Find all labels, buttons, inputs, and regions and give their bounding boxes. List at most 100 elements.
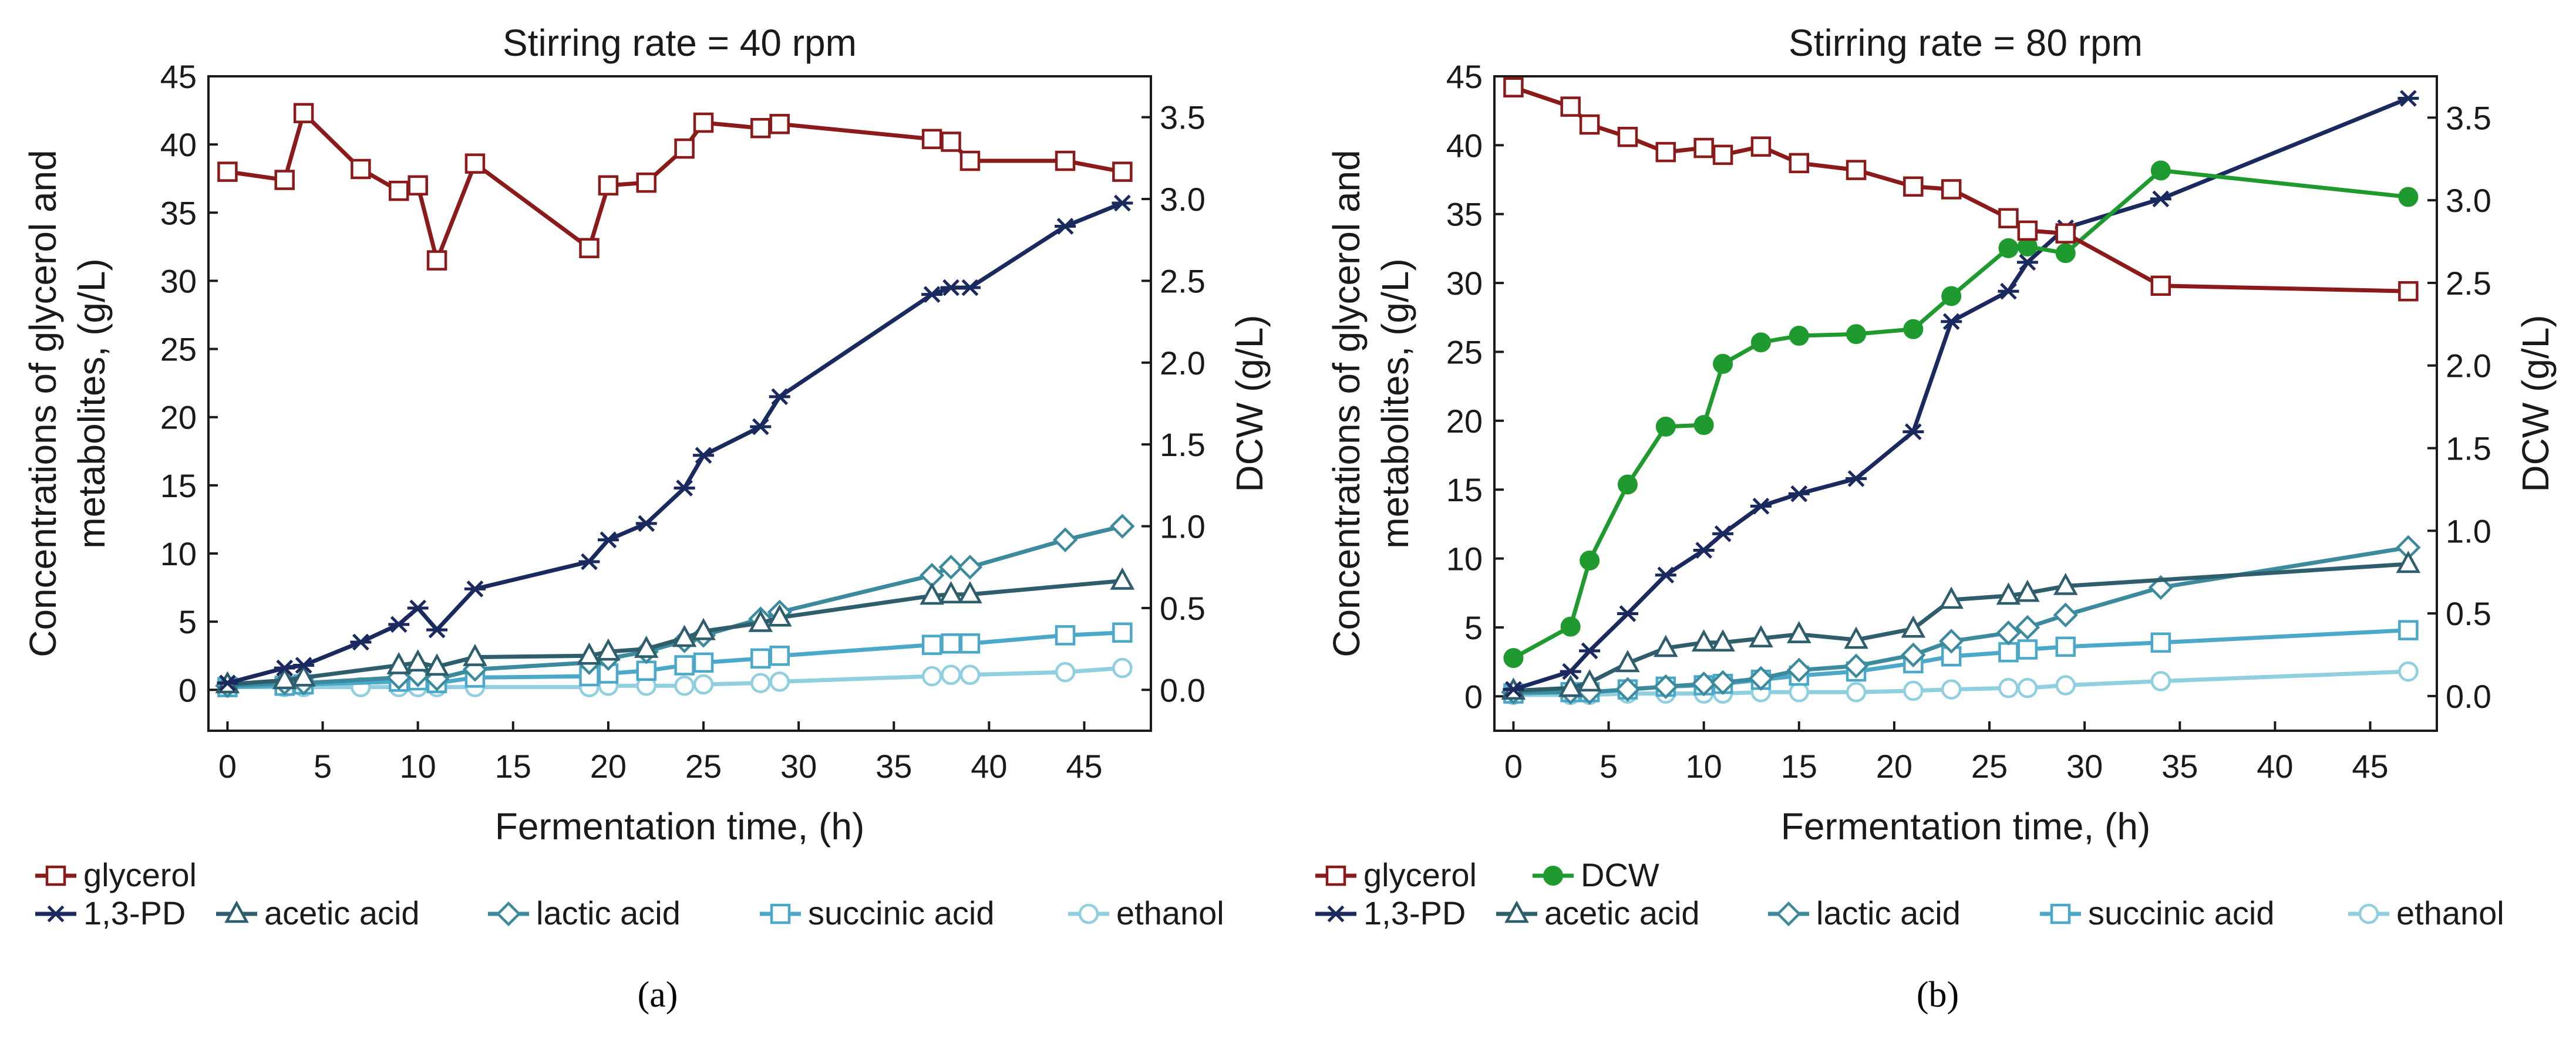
panel-a-x-tick-label: 0 <box>218 748 237 785</box>
panel-b-y-tick-label: 25 <box>1446 333 1483 370</box>
panel-a-legend-glycerol-label: glycerol <box>83 856 197 893</box>
panel-b-x-tick-label: 15 <box>1781 748 1817 785</box>
panel-b-series-glycerol-point <box>1789 153 1810 174</box>
panel-b-series-ethanol-point <box>1998 677 2019 698</box>
panel-b-x-tick-label: 30 <box>2066 748 2103 785</box>
panel-b-series-glycerol-point <box>1750 136 1772 157</box>
panel-b-series-glycerol-point <box>1846 160 1867 180</box>
panel-a-y-tick-label: 10 <box>160 535 197 572</box>
panel-a-series-ethanol-point <box>1112 657 1133 679</box>
panel-a-series-ethanol-point <box>693 674 714 695</box>
panel-a-series-acetic-acid-point <box>386 652 412 674</box>
panel-b-series-1-3-pd-point <box>1503 681 1524 698</box>
panel-a-series-succinic-acid-point <box>959 633 981 654</box>
panel-b-legend-ethanol-label: ethanol <box>2396 895 2504 931</box>
panel-a-series-ethanol-point <box>769 671 790 692</box>
panel-a-series-acetic-acid-point <box>691 617 716 640</box>
panel-a-series-ethanol-point <box>1055 661 1076 683</box>
panel-b-series-ethanol-point <box>1846 682 1867 703</box>
panel-b-series-1-3-pd-point <box>1750 498 1772 515</box>
panel-a-series-1-3-pd-point <box>1112 194 1133 212</box>
panel-b-series-ethanol-point <box>1941 679 1962 700</box>
panel-a-x-tick-label: 20 <box>590 748 627 785</box>
panel-b-series-lactic-acid-point <box>1996 620 2021 646</box>
panel-a-series-1-3-pd <box>217 194 1133 692</box>
panel-a-series-glycerol-point <box>750 118 771 139</box>
panel-b-legend-lactic-acid: lactic acid <box>1768 895 1961 931</box>
panel-a-series-glycerol-point <box>426 250 447 271</box>
panel-b-y-axis-label-line-2: metabolites, (g/L) <box>1374 258 1416 548</box>
panel-a-x-tick-label: 30 <box>780 748 817 785</box>
panel-a-series-1-3-pd-point <box>769 388 790 406</box>
panel-a-legend-succinic-acid-label: succinic acid <box>808 895 994 931</box>
panel-b-y-tick-label: 10 <box>1446 541 1483 578</box>
panel-a-y2-tick-label: 3.5 <box>1160 99 1205 136</box>
panel-a-series-succinic-acid-point <box>1112 622 1133 643</box>
panel-b-series-dcw-point <box>1617 474 1638 495</box>
panel-b-y-tick-label: 15 <box>1446 471 1483 508</box>
panel-b-series-dcw-point <box>1503 648 1524 669</box>
panel-a-series-1-3-pd-point <box>274 659 295 677</box>
panel-b-series-lactic-acid-point <box>1710 670 1736 696</box>
panel-a-y-tick-label: 25 <box>160 331 197 368</box>
panel-b-series-1-3-pd-point <box>1693 542 1715 559</box>
panel-b-series-dcw-point <box>1846 324 1867 345</box>
panel-b-series-1-3-pd-point <box>1712 525 1734 542</box>
panel-b-series-acetic-acid-point <box>1749 625 1773 647</box>
panel-a-series-glycerol-point <box>598 175 619 196</box>
panel-b-y2-tick-label: 3.5 <box>2446 99 2491 136</box>
panel-a-series-glycerol-point <box>941 131 961 152</box>
panel-a-series-succinic-acid-point <box>636 660 657 681</box>
panel-a-series-succinic-acid-point <box>1055 625 1076 646</box>
panel-a-legend-1-3-pd-swatch-marker <box>45 905 66 923</box>
panel-b-series-dcw-point <box>1713 353 1733 374</box>
panel-b-x-axis-label: Fermentation time, (h) <box>1781 805 2151 848</box>
panel-a-x-tick-label: 10 <box>400 748 436 785</box>
panel-a-y-tick-label: 20 <box>160 399 197 436</box>
panel-a-y2-tick-label: 2.5 <box>1160 262 1205 299</box>
panel-b-series-dcw-point <box>2055 243 2076 264</box>
panel-b-series-acetic-acid-point <box>1939 586 1964 609</box>
panel-a-series-acetic-acid-point <box>577 642 602 665</box>
panel-b-plot-frame <box>1493 75 2438 732</box>
panel-b-series-dcw-point <box>1941 286 1962 306</box>
panel-b-x-tick-label: 40 <box>2257 748 2293 785</box>
panel-b-series-glycerol-point <box>2150 275 2171 296</box>
panel-b-series-glycerol-point <box>1903 176 1924 197</box>
panel-b-series-lactic-acid-point <box>1938 629 1964 654</box>
panel-a-series-succinic-acid-point <box>769 645 790 666</box>
panel-a-plot-frame <box>207 75 1152 732</box>
panel-a-series-succinic-acid-point <box>674 655 695 676</box>
panel-a-series-1-3-pd-point <box>426 621 448 639</box>
panel-b-series-glycerol-point <box>1655 141 1676 163</box>
panel-b-series-dcw-point <box>1693 415 1714 436</box>
panel-a-series-1-3-pd-line <box>227 201 1123 686</box>
panel-a-series-glycerol-point <box>959 150 981 171</box>
panel-a-series-glycerol-point <box>674 138 695 159</box>
panel-a-series-group <box>215 103 1135 698</box>
panel-a-x-tick-label: 45 <box>1066 748 1102 785</box>
panel-b-series-ethanol-point <box>1789 682 1810 703</box>
panel-b-series-glycerol-point <box>1560 96 1581 117</box>
panel-a-series-glycerol-point <box>274 170 295 190</box>
panel-b-legend-succinic-acid-swatch-marker <box>2050 903 2071 924</box>
panel-b-series-1-3-pd-point <box>1617 605 1638 622</box>
panel-a-series-1-3-pd-point <box>1055 218 1076 235</box>
panel-a-y-tick-label: 35 <box>160 194 197 231</box>
panel-a-x-axis-label: Fermentation time, (h) <box>495 805 865 848</box>
panel-b-y-tick-label: 45 <box>1446 58 1483 95</box>
panel-b-legend-glycerol-label: glycerol <box>1363 856 1477 893</box>
panel-b-panel-label: (b) <box>1917 975 1959 1015</box>
panel-a-series-acetic-acid-point <box>672 625 697 647</box>
panel-a-y2-tick-label: 3.0 <box>1160 181 1205 218</box>
panel-a-series-acetic-acid-point <box>748 609 773 632</box>
panel-b-series-acetic-acid-point <box>1844 626 1868 649</box>
panel-a-series-glycerol-line <box>227 111 1123 263</box>
panel-a-series-acetic-acid-point <box>1110 567 1135 590</box>
panel-a-series-acetic-acid-point <box>272 667 297 690</box>
panel-b-legend-glycerol: glycerol <box>1315 856 1477 893</box>
panel-b-series-dcw-point <box>1998 238 2019 258</box>
panel-a-series-succinic-acid-point <box>941 633 961 654</box>
panel-a-y-tick-label: 30 <box>160 262 197 299</box>
